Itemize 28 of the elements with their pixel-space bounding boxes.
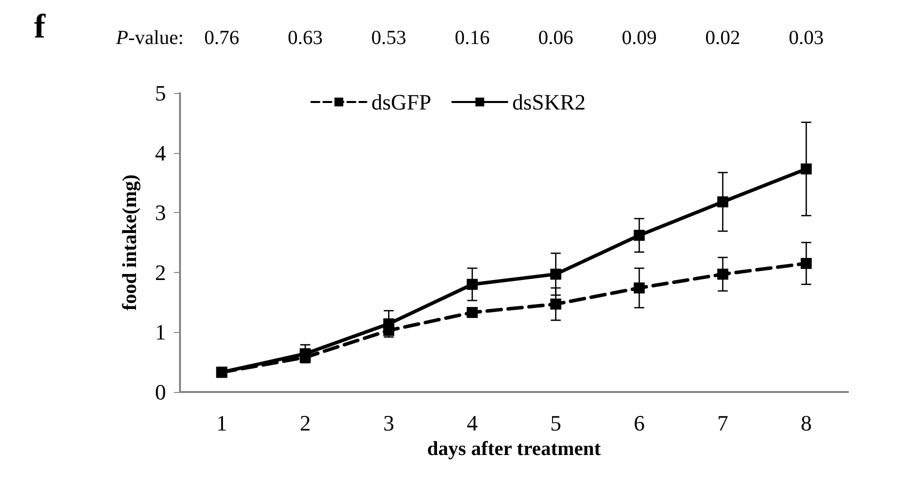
text: 0.63 xyxy=(288,27,323,49)
text: 0.03 xyxy=(788,27,824,49)
x-tick-label: 5 xyxy=(550,410,562,436)
y-tick-label: 2 xyxy=(155,260,166,285)
y-tick-label: 3 xyxy=(155,200,166,226)
text: 0.09 xyxy=(622,27,657,49)
text: P-value: xyxy=(115,27,184,49)
y-tick-label: 5 xyxy=(155,80,166,106)
x-tick-label: 6 xyxy=(634,410,645,436)
text: 0.16 xyxy=(454,27,490,49)
x-tick-label: 4 xyxy=(466,410,478,436)
text: f xyxy=(34,8,46,46)
legend-label: dsSKR2 xyxy=(512,90,586,114)
y-tick-label: 1 xyxy=(155,320,166,345)
text: 0.06 xyxy=(538,27,574,49)
x-tick-label: 2 xyxy=(300,410,311,436)
x-tick-label: 8 xyxy=(800,410,812,436)
text: 0.76 xyxy=(204,27,240,49)
y-tick-label: 4 xyxy=(155,140,166,166)
y-axis-title: food intake(mg) xyxy=(119,174,141,311)
x-axis-title: days after treatment xyxy=(427,438,602,460)
text: 0.02 xyxy=(705,27,740,49)
x-tick-label: 3 xyxy=(383,410,394,436)
x-tick-label: 1 xyxy=(216,410,228,436)
text: 0.53 xyxy=(371,27,406,49)
x-tick-label: 7 xyxy=(717,410,728,436)
legend-label: dsGFP xyxy=(371,90,432,114)
y-tick-label: 0 xyxy=(155,380,166,404)
